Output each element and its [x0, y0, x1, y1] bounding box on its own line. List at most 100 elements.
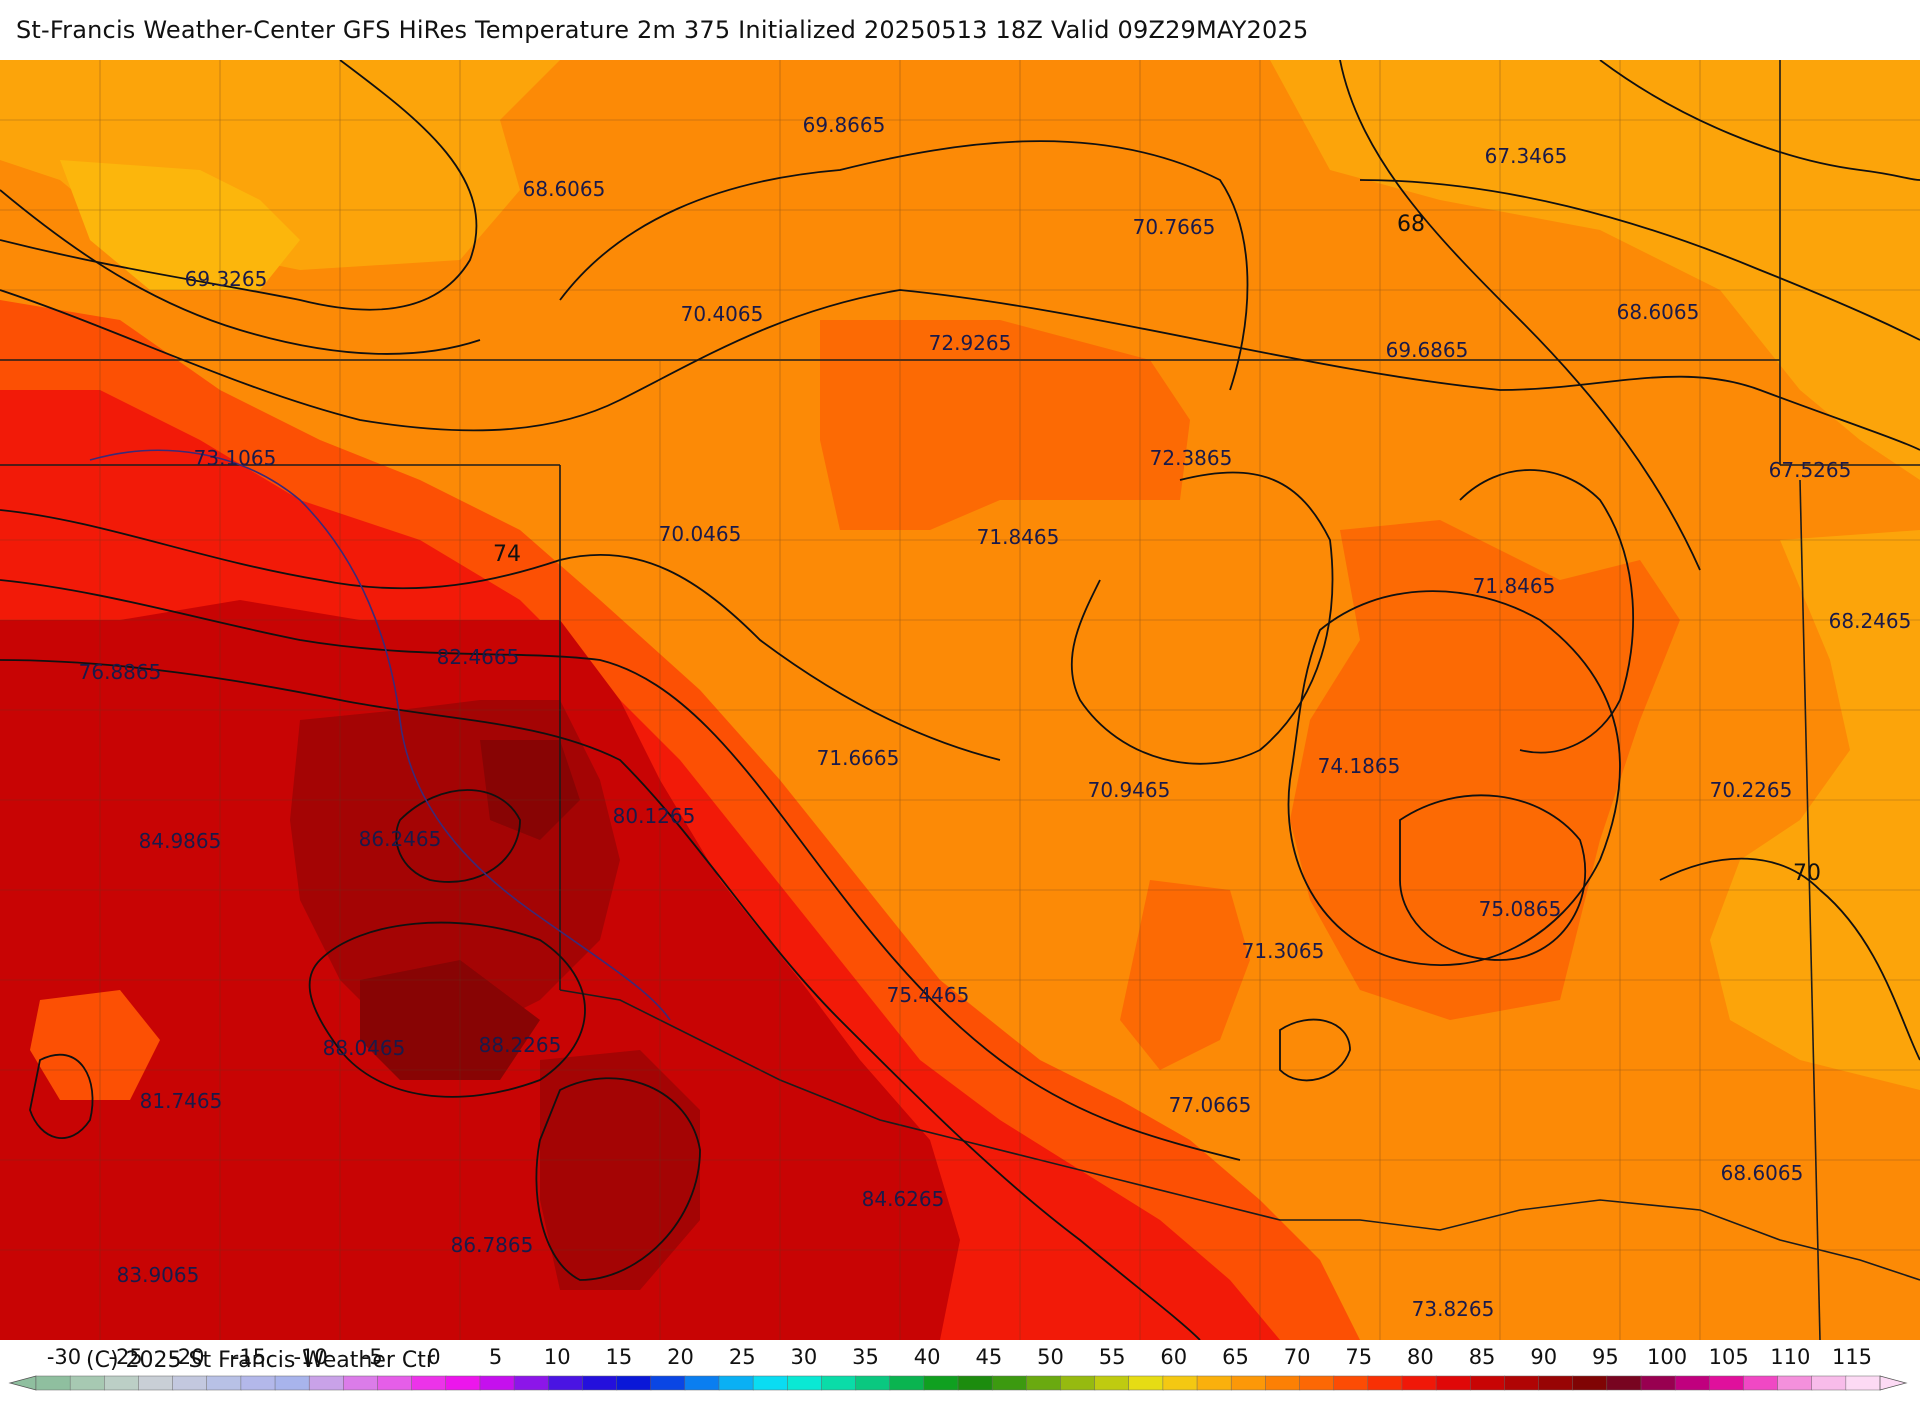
legend-tick-label: 95: [1592, 1345, 1619, 1369]
temp-pocket-west: [30, 990, 160, 1100]
station-value-label: 74.1865: [1318, 754, 1401, 778]
station-value-label: 82.4665: [437, 645, 520, 669]
station-value-label: 80.1265: [613, 804, 696, 828]
legend-swatch: [1743, 1375, 1779, 1391]
map-title: St-Francis Weather-Center GFS HiRes Temp…: [16, 16, 1309, 44]
legend-swatch: [1572, 1375, 1608, 1391]
station-value-label: 81.7465: [140, 1089, 223, 1113]
legend-swatch: [1026, 1375, 1062, 1391]
legend-swatch: [1674, 1375, 1711, 1391]
legend-swatch: [752, 1375, 789, 1391]
legend-swatch: [240, 1375, 276, 1391]
contour-label-70: 70: [1793, 861, 1821, 886]
legend-swatch: [547, 1375, 584, 1391]
legend-swatch: [684, 1375, 720, 1391]
legend-tick-label: 75: [1345, 1345, 1372, 1369]
legend-tick-label: 100: [1647, 1345, 1687, 1369]
station-value-label: 72.9265: [929, 331, 1012, 355]
station-value-label: 67.5265: [1769, 458, 1852, 482]
station-value-label: 67.3465: [1485, 144, 1568, 168]
legend-swatch: [923, 1375, 959, 1391]
legend-swatch: [35, 1375, 71, 1391]
station-value-label: 70.7665: [1133, 215, 1216, 239]
legend-tick-labels: -30 -25 -20 -15 -10 -5 0 5 10 15 20 25 30 35 40 45 50 55 6…: [47, 1345, 1872, 1369]
legend-swatch: [138, 1375, 174, 1391]
legend-swatch: [343, 1375, 379, 1391]
legend-tick-label: 15: [606, 1345, 633, 1369]
legend-tick-label: 20: [667, 1345, 694, 1369]
station-value-label: 88.0465: [323, 1036, 406, 1060]
station-value-label: 70.9465: [1088, 778, 1171, 802]
legend-swatch: [991, 1375, 1028, 1391]
station-value-label: 84.6265: [862, 1187, 945, 1211]
station-value-label: 88.2265: [479, 1033, 562, 1057]
legend-tick-label: 70: [1284, 1345, 1311, 1369]
temp-band-65-east: [1710, 530, 1920, 1090]
station-values: 69.8665 68.6065 69.3265 70.4065 70.7665 67.34…: [79, 113, 1912, 1321]
legend-swatch: [69, 1375, 106, 1391]
legend-arrow-right: [1879, 1375, 1908, 1391]
temp-band-95-core: [480, 740, 580, 840]
legend-swatch: [479, 1375, 515, 1391]
freeze-line-outline: [89, 449, 671, 1021]
station-value-label: 70.0465: [659, 522, 742, 546]
station-value-label: 68.6065: [523, 177, 606, 201]
legend-swatch: [377, 1375, 413, 1391]
state-borders: [0, 60, 1920, 1340]
legend-swatch: [206, 1375, 242, 1391]
legend-tick-label: 110: [1770, 1345, 1810, 1369]
station-value-label: 73.1065: [194, 446, 277, 470]
legend-swatch: [1640, 1375, 1676, 1391]
legend-tick-label: 30: [790, 1345, 817, 1369]
legend-tick-label: 60: [1160, 1345, 1187, 1369]
legend-swatch: [1469, 1375, 1506, 1391]
temp-band-75-south: [1120, 880, 1250, 1070]
station-value-label: 69.3265: [185, 267, 268, 291]
legend-tick-label: -15: [232, 1345, 266, 1369]
station-value-label: 86.2465: [359, 827, 442, 851]
contour-label-68: 68: [1397, 212, 1425, 237]
county-lines: [0, 60, 1920, 1340]
temp-pocket-north: [60, 160, 300, 290]
legend-color-bar: [8, 1375, 1908, 1391]
contour-label-74: 74: [493, 542, 521, 567]
station-value-label: 71.3065: [1242, 939, 1325, 963]
legend-swatch: [1606, 1375, 1642, 1391]
color-legend: -30 -25 -20 -15 -10 -5 0 5 10 15 20 25 30 35 40 45 50 55 6…: [0, 1340, 1920, 1400]
legend-tick-label: 90: [1530, 1345, 1557, 1369]
station-value-label: 73.8265: [1412, 1297, 1495, 1321]
legend-swatch: [411, 1375, 447, 1391]
legend-swatch: [787, 1375, 823, 1391]
station-value-label: 71.8465: [1473, 574, 1556, 598]
legend-tick-label: 35: [852, 1345, 879, 1369]
legend-tick-label: 10: [544, 1345, 571, 1369]
legend-swatch: [1060, 1375, 1096, 1391]
legend-swatch: [1709, 1375, 1745, 1391]
legend-swatch: [1538, 1375, 1574, 1391]
legend-swatch: [1811, 1375, 1847, 1391]
map-svg: 68 70 74 69.8665 68.6065 69.3265 70.4065 70.…: [0, 60, 1920, 1340]
legend-swatch: [1128, 1375, 1164, 1391]
legend-tick-label: -10: [293, 1345, 327, 1369]
copyright-text: (C) 2025 St Francis Weather Ctr: [86, 1348, 435, 1373]
legend-swatch: [718, 1375, 754, 1391]
station-value-label: 69.6865: [1386, 338, 1469, 362]
legend-tick-label: -25: [108, 1345, 142, 1369]
station-value-label: 72.3865: [1150, 446, 1233, 470]
station-value-label: 76.8865: [79, 660, 162, 684]
legend-tick-label: 65: [1222, 1345, 1249, 1369]
legend-tick-label: 115: [1832, 1345, 1872, 1369]
legend-swatch: [104, 1375, 140, 1391]
legend-tick-label: 45: [975, 1345, 1002, 1369]
legend-swatch: [1777, 1375, 1813, 1391]
station-value-label: 71.8465: [977, 525, 1060, 549]
station-value-label: 83.9065: [117, 1263, 200, 1287]
station-value-label: 77.0665: [1169, 1093, 1252, 1117]
legend-swatch: [308, 1375, 345, 1391]
legend-swatch: [1265, 1375, 1301, 1391]
temp-band-65: [0, 60, 1920, 480]
legend-tick-label: 80: [1407, 1345, 1434, 1369]
legend-swatch: [1845, 1375, 1881, 1391]
station-value-label: 68.2465: [1829, 609, 1912, 633]
temperature-map: 68 70 74 69.8665 68.6065 69.3265 70.4065 70.…: [0, 60, 1920, 1340]
